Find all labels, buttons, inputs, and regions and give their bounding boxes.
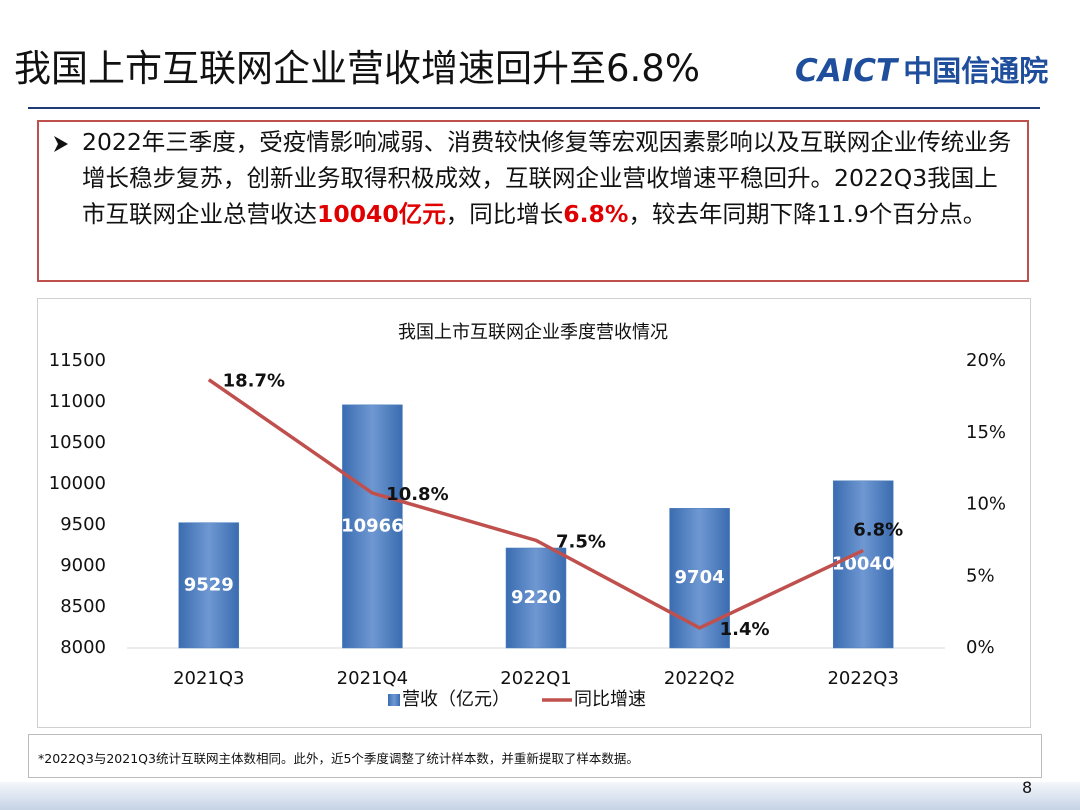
y-tick-label: 9500 <box>60 514 106 535</box>
bar <box>669 508 730 649</box>
bar <box>342 404 403 649</box>
summary-segment: 10040亿元 <box>317 200 446 228</box>
bar-label: 9220 <box>511 587 561 608</box>
bullet <box>54 136 68 152</box>
chart-title: 我国上市互联网企业季度营收情况 <box>398 322 668 343</box>
footer-band <box>0 782 1080 810</box>
y-tick-label: 10000 <box>49 473 106 494</box>
summary-text: 2022年三季度，受疫情影响减弱、消费较快修复等宏观因素影响以及互联网企业传统业… <box>82 124 1017 232</box>
chart: 我国上市互联网企业季度营收情况 8000 8500 9000 9500 10000 105… <box>49 322 1006 710</box>
y-tick-label: 8000 <box>60 637 106 658</box>
x-tick-label: 2022Q2 <box>664 668 735 689</box>
line-label: 7.5% <box>556 531 606 552</box>
bar-label: 9529 <box>184 574 234 595</box>
line-label: 1.4% <box>720 619 770 640</box>
bar <box>505 547 567 649</box>
y2-tick-label: 5% <box>966 565 995 586</box>
y-tick-label: 11000 <box>49 391 106 412</box>
bar-label: 10040 <box>832 553 895 574</box>
legend-label: 营收（亿元） <box>402 689 510 710</box>
x-tick-label: 2021Q3 <box>173 668 244 689</box>
logo: CAICT 中国信通院 <box>795 48 1048 90</box>
logo-en: CAICT <box>795 53 898 89</box>
legend-swatch <box>388 694 400 706</box>
y-tick-label: 10500 <box>49 432 106 453</box>
line-label: 6.8% <box>853 519 903 540</box>
y-tick-label: 11500 <box>49 350 106 371</box>
slide-title: 我国上市互联网企业营收增速回升至6.8% <box>14 47 700 90</box>
y-tick-label: 9000 <box>60 555 106 576</box>
bar <box>832 480 894 649</box>
legend-label: 同比增速 <box>574 689 646 710</box>
line-label: 18.7% <box>223 371 285 392</box>
bar-label: 9704 <box>675 567 725 588</box>
page-number: 8 <box>1022 778 1033 797</box>
y2-tick-label: 15% <box>966 422 1006 443</box>
summary-segment: 6.8% <box>563 200 629 228</box>
summary-segment: ，同比增长 <box>445 200 564 228</box>
logo-cn: 中国信通院 <box>903 54 1049 88</box>
bar-label: 10966 <box>341 515 404 536</box>
summary-segment: ，较去年同期下降11.9个百分点。 <box>628 200 987 228</box>
y2-tick-label: 10% <box>966 494 1006 515</box>
x-tick-label: 2021Q4 <box>337 668 408 689</box>
y-tick-label: 8500 <box>60 596 106 617</box>
x-tick-label: 2022Q1 <box>500 668 571 689</box>
line <box>207 378 864 630</box>
x-tick-label: 2022Q3 <box>827 668 898 689</box>
summary-segment: 2022年三季度，受疫情影响减弱、消费较快修复等宏观因素影响以及互联网企业传统业… <box>82 128 1012 228</box>
bar <box>178 522 240 649</box>
divider <box>28 107 1040 109</box>
summary-box <box>37 120 1029 282</box>
y2-tick-label: 0% <box>966 637 995 658</box>
chart-frame <box>37 298 1031 728</box>
line-label: 10.8% <box>386 484 448 505</box>
y2-tick-label: 20% <box>966 350 1006 371</box>
footnote: *2022Q3与2021Q3统计互联网主体数相同。此外，近5个季度调整了统计样本… <box>28 734 1042 778</box>
